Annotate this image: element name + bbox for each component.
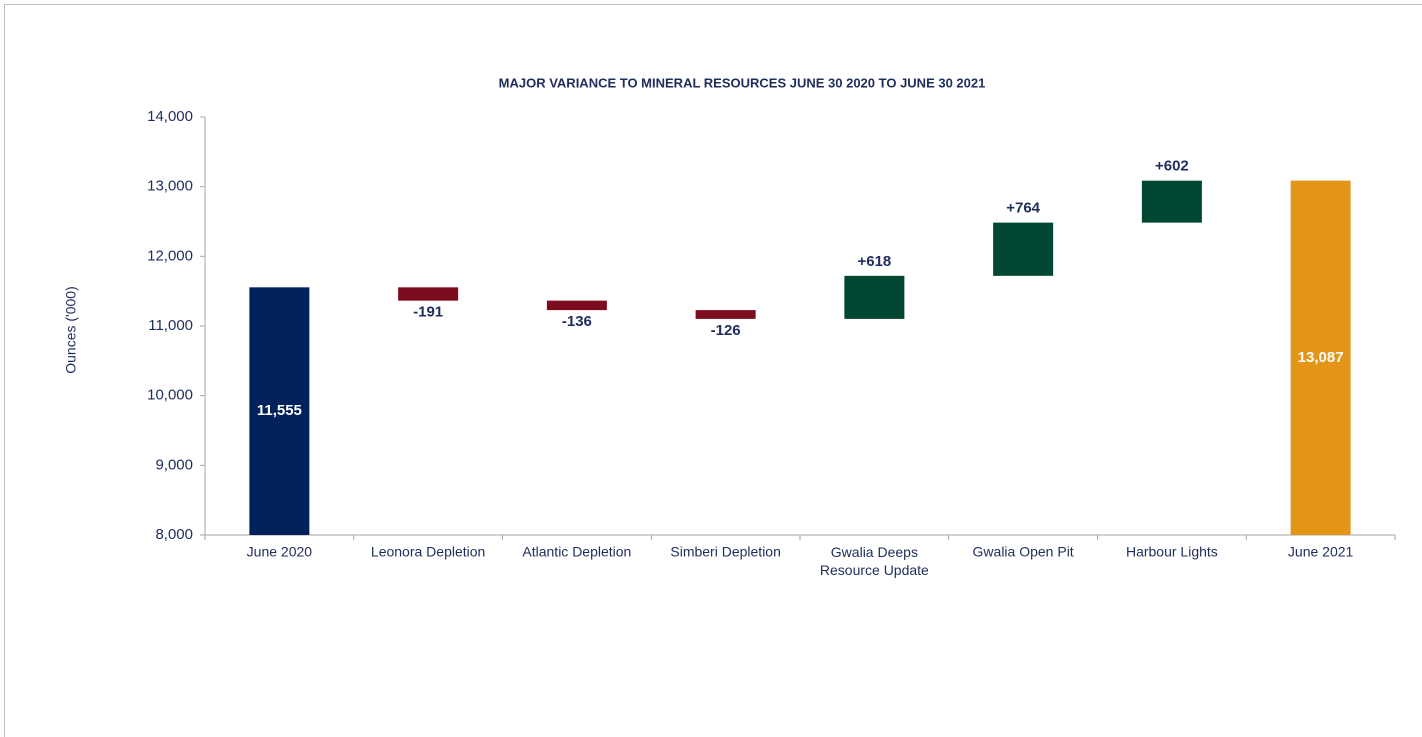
data-label: +764 (1006, 200, 1040, 217)
bar (1141, 180, 1202, 223)
y-tick-label: 8,000 (155, 526, 193, 543)
y-tick-label: 10,000 (147, 387, 193, 404)
data-label: +602 (1155, 158, 1189, 175)
bar (1290, 180, 1351, 536)
y-axis-label: Ounces ('000) (63, 286, 79, 374)
x-tick-label: Harbour Lights (1126, 544, 1218, 560)
data-label: -136 (562, 313, 592, 330)
data-label: +618 (857, 253, 891, 270)
data-label: -191 (413, 304, 443, 321)
x-tick-label-line: Resource Update (820, 562, 929, 578)
bar (249, 287, 310, 535)
frame (4, 4, 1422, 737)
bar (695, 310, 756, 319)
x-tick-label: Leonora Depletion (371, 544, 485, 560)
bar (993, 222, 1054, 276)
bar (844, 275, 905, 319)
y-tick-label: 12,000 (147, 247, 193, 264)
data-label: -126 (711, 322, 741, 339)
x-tick-label: Gwalia Deeps Resource Update (820, 544, 929, 578)
bar (546, 300, 607, 311)
x-tick-label-line: Gwalia Deeps (831, 544, 918, 560)
bar (398, 287, 459, 301)
x-tick-label: Atlantic Depletion (522, 544, 631, 560)
y-tick-label: 11,000 (148, 317, 193, 334)
y-tick-label: 14,000 (147, 108, 193, 125)
y-tick-label: 9,000 (155, 456, 193, 473)
data-label: 11,555 (257, 402, 302, 419)
data-label: 13,087 (1298, 349, 1344, 366)
x-tick-label: June 2021 (1288, 544, 1354, 560)
x-tick-label: Simberi Depletion (670, 544, 781, 560)
x-tick-label: Gwalia Open Pit (973, 544, 1074, 560)
x-tick-label: June 2020 (247, 544, 313, 560)
chart-title: MAJOR VARIANCE TO MINERAL RESOURCES JUNE… (499, 75, 986, 90)
y-tick-label: 13,000 (147, 178, 193, 195)
